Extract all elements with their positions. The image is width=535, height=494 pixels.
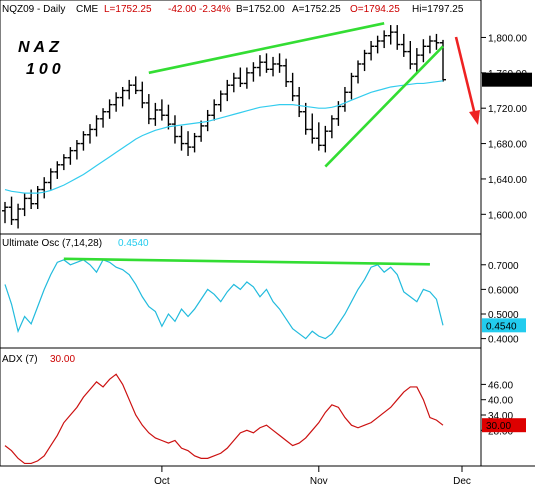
- header-last: L=1752.25: [104, 4, 152, 15]
- adx-value-badge-label: 30.00: [486, 421, 511, 432]
- header-change: -42.00: [168, 4, 197, 15]
- uo-tick-label: 0.4000: [488, 335, 519, 346]
- header-open: O=1794.25: [350, 4, 400, 15]
- header-bid: B=1752.00: [236, 4, 285, 15]
- adx-title: ADX (7): [2, 354, 38, 365]
- header-pct: -2.34%: [199, 4, 231, 15]
- price-tick-label: 1,600.00: [488, 210, 527, 221]
- uo-value-label: 0.4540: [118, 238, 149, 249]
- svg-text:NQZ09 - Daily CME L=17: NQZ09 - Daily CME L=1752.25 -42.00 -2.34…: [2, 4, 464, 15]
- price-tick-label: 1,680.00: [488, 140, 527, 151]
- x-tick-label: Dec: [453, 476, 471, 487]
- x-tick-label: Oct: [154, 476, 170, 487]
- adx-tick-label: 40.00: [488, 396, 513, 407]
- price-tick-label: 1,800.00: [488, 33, 527, 44]
- price-tick-label: 1,640.00: [488, 175, 527, 186]
- uo-tick-label: 0.5000: [488, 310, 519, 321]
- down-arrow-shaft: [454, 36, 477, 116]
- x-tick-label: Nov: [310, 476, 328, 487]
- moving-average-line: [4, 80, 444, 194]
- adx-value-badge: [482, 418, 526, 433]
- uo-tick-label: 0.7000: [488, 261, 519, 272]
- adx-value-label: 30.00: [50, 354, 75, 365]
- adx-tick-label: 46.00: [488, 380, 513, 391]
- uo-value-badge-label: 0.4540: [486, 321, 517, 332]
- adx-tick-label: 34.00: [488, 411, 513, 422]
- adx-line: [4, 373, 444, 465]
- uo-trendline: [63, 257, 430, 266]
- uo-title: Ultimate Osc (7,14,28): [2, 238, 102, 249]
- header-high: Hi=1797.25: [412, 4, 464, 15]
- header-exchange: CME: [76, 4, 99, 15]
- header-ask: A=1752.25: [292, 4, 341, 15]
- uo-value-badge: [482, 318, 526, 333]
- last-price-label: 1,752.25: [486, 76, 525, 87]
- uo-tick-label: 0.6000: [488, 285, 519, 296]
- price-tick-label: 1,720.00: [488, 104, 527, 115]
- annotation-line1: NAZ: [18, 39, 63, 56]
- price-panel-frame: [0, 0, 482, 235]
- adx-panel-frame: [0, 347, 482, 467]
- down-arrow-head: [469, 110, 480, 125]
- header-symbol: NQZ09 - Daily: [2, 4, 65, 15]
- price-trendline: [148, 22, 385, 75]
- uo-panel-frame: [0, 233, 482, 349]
- annotation-line2: 100: [26, 61, 65, 78]
- uo-line: [4, 259, 444, 340]
- price-trendline: [324, 45, 444, 168]
- last-price-badge: [482, 72, 532, 87]
